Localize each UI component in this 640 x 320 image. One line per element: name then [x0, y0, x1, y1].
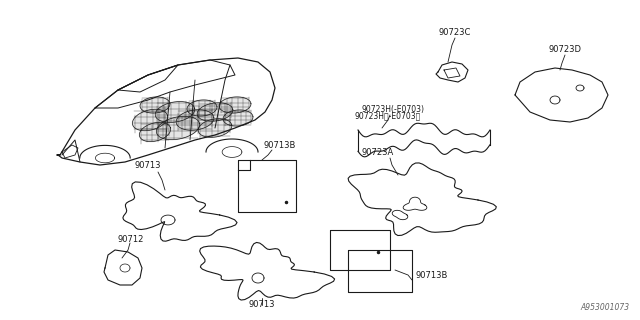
- Text: 90713: 90713: [135, 161, 161, 170]
- Polygon shape: [223, 110, 253, 126]
- Text: 90713B: 90713B: [415, 271, 447, 280]
- Polygon shape: [176, 110, 214, 130]
- Polygon shape: [132, 109, 168, 131]
- Polygon shape: [187, 100, 217, 116]
- Text: 90723D: 90723D: [548, 45, 582, 54]
- Text: A953001073: A953001073: [581, 303, 630, 312]
- Polygon shape: [219, 97, 251, 113]
- Polygon shape: [197, 103, 233, 121]
- Text: 90723C: 90723C: [439, 28, 471, 37]
- Polygon shape: [140, 122, 171, 142]
- Polygon shape: [156, 101, 195, 123]
- Text: 90713B: 90713B: [264, 141, 296, 150]
- Text: 90712: 90712: [118, 235, 145, 244]
- Polygon shape: [156, 116, 200, 140]
- Text: 90723A: 90723A: [362, 148, 394, 157]
- Text: 90723H（-E0703）: 90723H（-E0703）: [355, 111, 421, 120]
- Polygon shape: [198, 119, 232, 137]
- Text: 90713: 90713: [249, 300, 275, 309]
- Polygon shape: [140, 97, 170, 113]
- Text: 90723H(-E0703): 90723H(-E0703): [362, 105, 424, 114]
